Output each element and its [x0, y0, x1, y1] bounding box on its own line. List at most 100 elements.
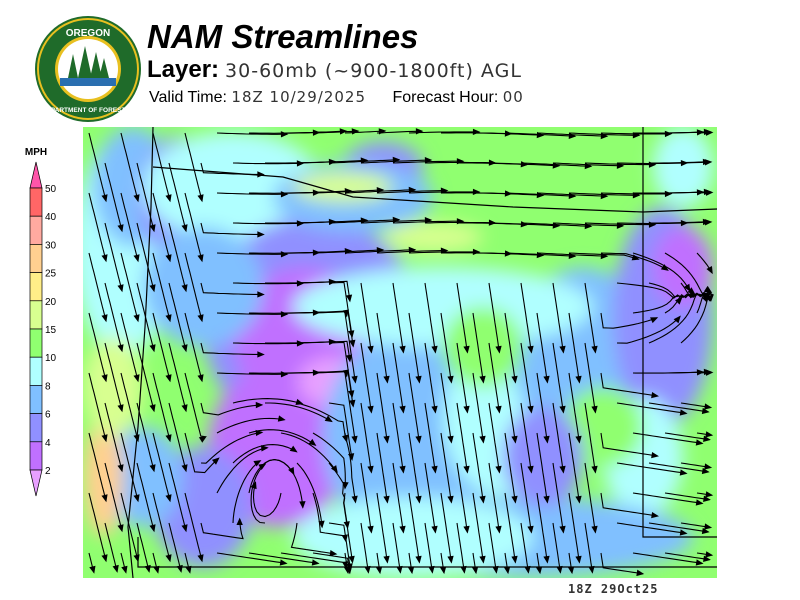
streamline-arrowhead [277, 415, 286, 422]
streamline-arrowhead [260, 445, 269, 452]
streamline [600, 372, 658, 397]
streamline-arrowhead [324, 415, 333, 423]
streamline-arrowhead [703, 495, 711, 502]
streamline [408, 492, 420, 563]
streamline-arrowhead [279, 559, 288, 566]
streamline-arrowhead [165, 554, 172, 563]
streamline [520, 402, 532, 473]
streamline [232, 162, 304, 165]
streamline [88, 312, 107, 382]
streamline [520, 462, 532, 533]
streamline [328, 159, 399, 164]
streamline [344, 372, 356, 443]
streamline-arrowhead [101, 434, 108, 443]
wind-speed-region [653, 127, 713, 207]
forecast-hour-label: Forecast Hour: [392, 89, 499, 106]
streamline [568, 492, 580, 563]
streamline-arrowhead [575, 435, 582, 444]
streamline [184, 372, 206, 438]
streamline [281, 370, 348, 377]
streamline [281, 250, 352, 254]
streamline-arrowhead [703, 435, 711, 442]
streamline [584, 402, 596, 473]
streamline [488, 282, 500, 353]
oregon-department-of-forestry-logo: OREGON DEPARTMENT OF FORESTRY [35, 16, 141, 122]
streamline-arrowhead [479, 375, 486, 384]
streamline-arrowhead [367, 405, 374, 414]
streamline-arrowhead [383, 555, 390, 564]
streamline [152, 372, 171, 442]
streamline [232, 342, 304, 345]
legend-over-arrow [29, 161, 43, 189]
streamline [136, 162, 155, 232]
streamline [600, 492, 658, 517]
legend-tick-label: 40 [45, 212, 57, 223]
streamline [392, 402, 404, 473]
streamline-arrowhead [117, 344, 124, 353]
streamline [440, 372, 452, 443]
streamline [88, 432, 107, 502]
streamline-arrowhead [660, 264, 669, 271]
streamline [280, 552, 347, 568]
streamline-arrowhead [101, 554, 108, 563]
streamline-arrowhead [117, 224, 124, 233]
streamline [520, 162, 591, 167]
streamline-arrowhead [345, 354, 353, 363]
streamline-arrowhead [704, 403, 713, 410]
legend-tick-label: 25 [45, 269, 57, 280]
streamline [216, 417, 285, 434]
streamline-arrowhead [535, 566, 543, 575]
streamline-arrowhead [511, 435, 518, 444]
streamline [232, 444, 297, 464]
streamline-arrowhead [543, 495, 550, 504]
streamline-arrowhead [701, 467, 710, 475]
streamline-arrowhead [511, 375, 518, 384]
streamline-arrowhead [559, 525, 566, 534]
streamline-arrowhead [575, 495, 582, 504]
streamline-arrowhead [463, 525, 470, 534]
streamline-arrowhead [559, 405, 566, 414]
wind-speed-region [293, 172, 393, 202]
streamline [136, 342, 155, 412]
legend-color-box [29, 187, 43, 217]
streamline [136, 522, 150, 572]
streamline-arrowhead [591, 405, 598, 414]
streamline-arrowhead [695, 499, 704, 506]
streamline-arrowhead [351, 375, 358, 384]
streamline-arrowhead [479, 555, 486, 564]
streamline [536, 192, 607, 197]
streamline [456, 342, 468, 413]
streamline [552, 282, 564, 353]
streamline [168, 222, 187, 292]
streamline-arrowhead [705, 294, 713, 302]
streamline [392, 462, 404, 533]
state-border [642, 127, 717, 538]
streamline-arrowhead [349, 339, 356, 348]
legend-color-box [29, 244, 43, 273]
streamline [392, 342, 404, 413]
streamline [216, 252, 287, 255]
streamline [376, 432, 388, 503]
legend-under-arrow [29, 469, 43, 497]
streamline-arrowhead [367, 525, 374, 534]
streamline-arrowhead [342, 481, 349, 490]
streamline-arrowhead [211, 457, 220, 465]
streamline-arrowhead [705, 431, 714, 438]
streamline [152, 132, 171, 202]
streamline-arrowhead [117, 524, 124, 533]
streamline [392, 282, 404, 353]
streamline [265, 402, 332, 422]
streamline-arrowhead [133, 494, 140, 503]
streamline-arrowhead [705, 129, 714, 136]
streamline-arrowhead [415, 495, 422, 504]
streamline-arrowhead [383, 375, 390, 384]
legend-tick-label: 4 [45, 438, 51, 449]
streamline-arrowhead [311, 559, 320, 566]
streamline [120, 192, 139, 262]
streamline [232, 282, 304, 285]
wind-speed-region [143, 227, 263, 347]
streamline [408, 432, 420, 503]
streamline [632, 492, 703, 504]
streamline-arrowhead [396, 565, 403, 574]
streamline [440, 432, 452, 503]
